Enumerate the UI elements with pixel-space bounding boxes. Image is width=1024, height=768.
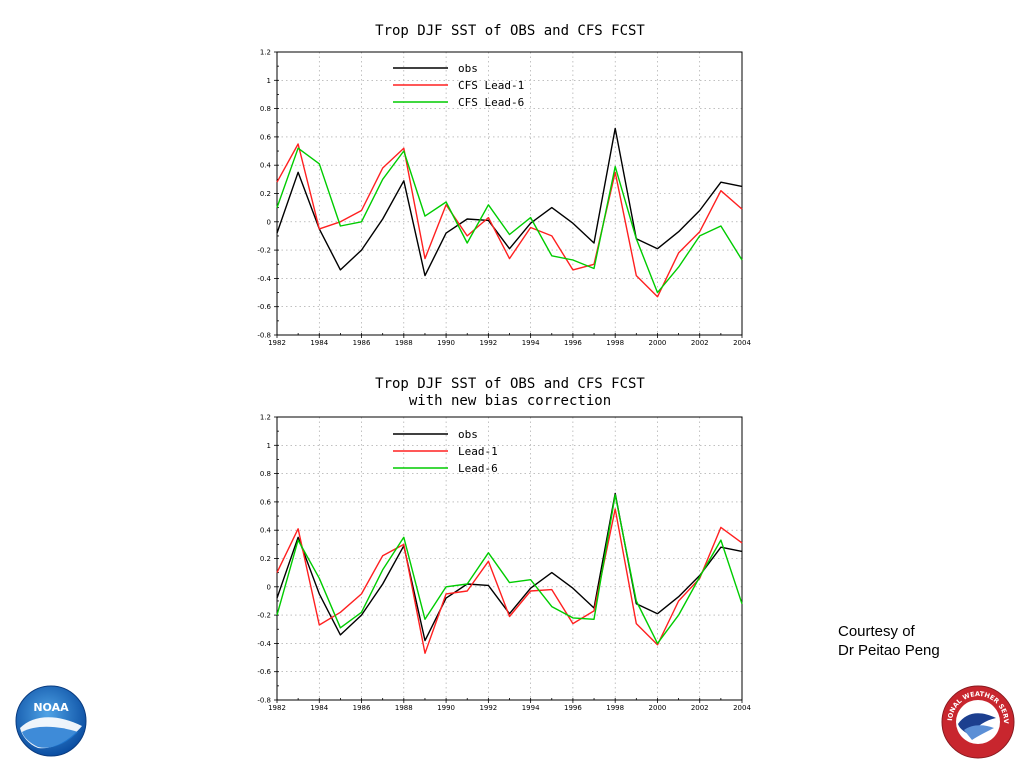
series-line-lead-1 xyxy=(276,508,743,654)
x-tick-label: 1992 xyxy=(479,339,497,347)
credit-text: Courtesy of Dr Peitao Peng xyxy=(838,622,940,660)
y-tick-label: -0.4 xyxy=(257,640,271,648)
y-tick-label: 0.8 xyxy=(260,105,271,113)
credit-line-2: Dr Peitao Peng xyxy=(838,642,940,659)
x-tick-label: 1982 xyxy=(268,339,286,347)
y-tick-label: 1.2 xyxy=(260,414,271,422)
legend-label: obs xyxy=(458,428,478,441)
chart-title-line: Trop DJF SST of OBS and CFS FCST xyxy=(375,376,645,392)
x-tick-label: 1992 xyxy=(479,704,497,712)
x-tick-label: 1990 xyxy=(437,339,455,347)
chart-top: Trop DJF SST of OBS and CFS FCST -0.8 -0.6… xyxy=(257,23,751,347)
x-tick-label: 2002 xyxy=(691,704,709,712)
y-tick-label: -0.8 xyxy=(257,697,271,705)
y-tick-label: 0.2 xyxy=(260,555,271,563)
x-tick-label: 1984 xyxy=(310,704,328,712)
y-tick-label: 0.2 xyxy=(260,190,271,198)
x-tick-label: 1986 xyxy=(353,339,371,347)
x-tick-label: 1986 xyxy=(353,704,371,712)
series-line-obs xyxy=(276,492,743,642)
legend-label: CFS Lead-1 xyxy=(458,79,524,92)
x-tick-label: 1998 xyxy=(606,339,624,347)
y-tick-label: -0.8 xyxy=(257,332,271,340)
y-tick-label: 0.4 xyxy=(260,527,272,535)
chart-title-line: Trop DJF SST of OBS and CFS FCST xyxy=(375,23,645,39)
legend-label: obs xyxy=(458,62,478,75)
y-tick-label: 0 xyxy=(267,583,271,591)
x-tick-label: 1994 xyxy=(522,704,540,712)
x-tick-label: 2002 xyxy=(691,339,709,347)
y-tick-label: 1 xyxy=(267,77,271,85)
x-tick-label: 1996 xyxy=(564,339,582,347)
credit-line-1: Courtesy of xyxy=(838,623,915,640)
x-tick-label: 2004 xyxy=(733,339,751,347)
y-tick-label: -0.4 xyxy=(257,275,271,283)
y-tick-label: 1 xyxy=(267,442,271,450)
y-tick-label: 0.6 xyxy=(260,498,272,506)
legend-label: Lead-1 xyxy=(458,445,498,458)
y-tick-label: -0.2 xyxy=(257,612,271,620)
y-tick-label: 0.4 xyxy=(260,162,272,170)
y-tick-label: 0.6 xyxy=(260,133,272,141)
x-tick-label: 1994 xyxy=(522,339,540,347)
x-tick-label: 1998 xyxy=(606,704,624,712)
series-line-cfs-lead-6 xyxy=(276,147,743,294)
x-tick-label: 1984 xyxy=(310,339,328,347)
y-tick-label: -0.6 xyxy=(257,668,271,676)
legend-label: Lead-6 xyxy=(458,462,498,475)
series-line-obs xyxy=(276,127,743,277)
y-tick-label: -0.2 xyxy=(257,247,271,255)
x-tick-label: 2004 xyxy=(733,704,751,712)
y-tick-label: 0.8 xyxy=(260,470,271,478)
x-tick-label: 1990 xyxy=(437,704,455,712)
y-tick-label: 0 xyxy=(267,218,271,226)
nws-logo-icon: NATIONAL WEATHER SERVICE xyxy=(940,684,1015,759)
y-tick-label: 1.2 xyxy=(260,49,271,57)
x-tick-label: 1988 xyxy=(395,339,413,347)
noaa-logo-icon: NOAA xyxy=(15,685,87,757)
x-tick-label: 2000 xyxy=(649,704,667,712)
x-tick-label: 2000 xyxy=(649,339,667,347)
legend-label: CFS Lead-6 xyxy=(458,96,524,109)
x-tick-label: 1996 xyxy=(564,704,582,712)
chart-title-line: with new bias correction xyxy=(409,393,611,409)
y-tick-label: -0.6 xyxy=(257,303,271,311)
series-line-cfs-lead-1 xyxy=(276,143,743,298)
series-line-lead-6 xyxy=(276,494,743,645)
plot-frame xyxy=(276,416,743,701)
plot-frame xyxy=(276,51,743,336)
noaa-logo-text: NOAA xyxy=(33,701,69,714)
x-tick-label: 1982 xyxy=(268,704,286,712)
x-tick-label: 1988 xyxy=(395,704,413,712)
